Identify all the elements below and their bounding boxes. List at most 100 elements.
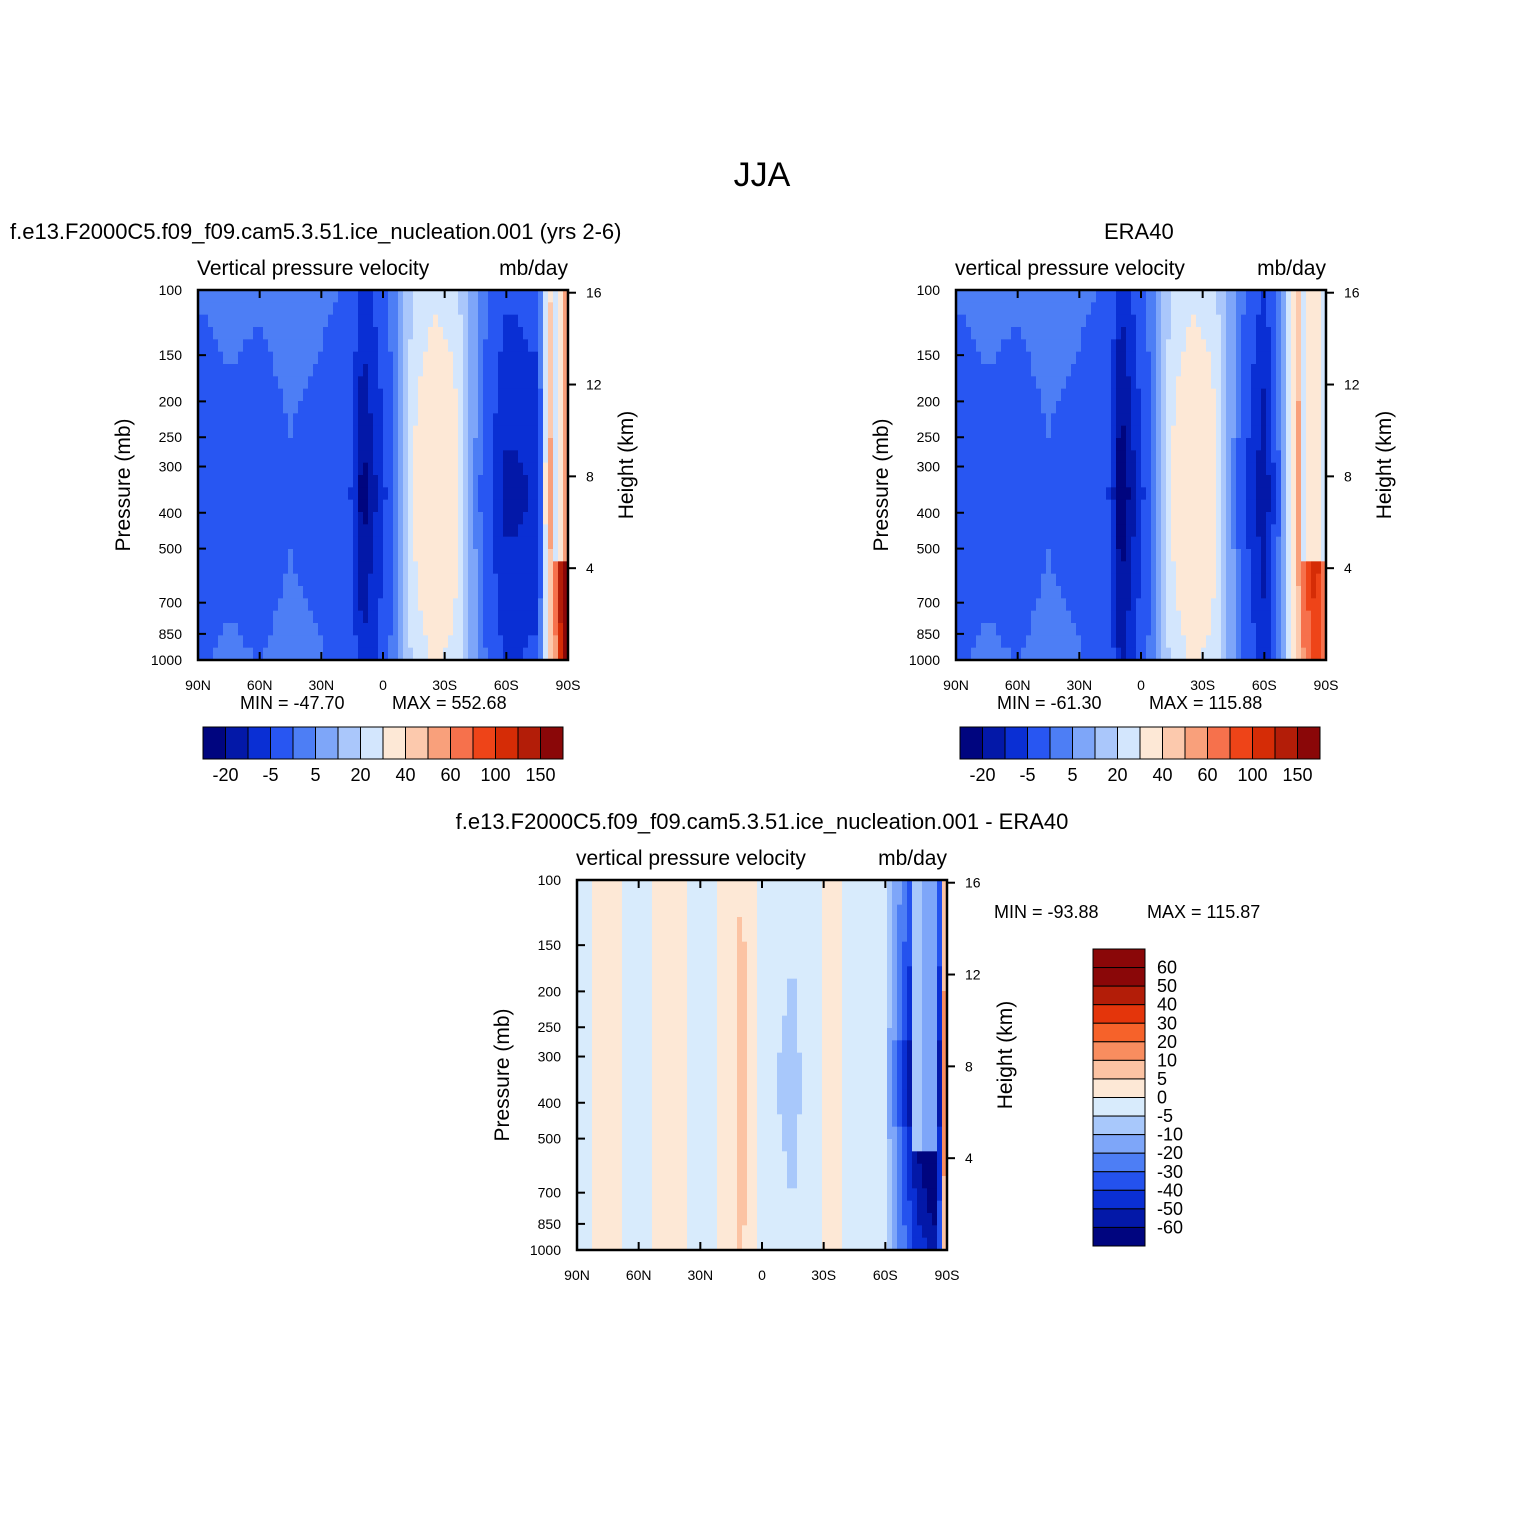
colorbar-label: -60	[1157, 1217, 1183, 1237]
colorbar-swatch	[405, 726, 429, 760]
y2-axis-title: Height (km)	[615, 411, 638, 520]
max-label: MAX = 115.87	[1147, 902, 1260, 922]
x-tick-label: 60N	[1005, 677, 1031, 693]
colorbar-swatch	[1117, 726, 1141, 760]
y-axis-title: Pressure (mb)	[112, 418, 135, 551]
x-tick-label: 60S	[1252, 677, 1277, 693]
x-tick-label: 30S	[1190, 677, 1215, 693]
colorbar-swatch	[1092, 1189, 1146, 1210]
colorbar-swatch	[1092, 1022, 1146, 1043]
x-tick-label: 30S	[432, 677, 457, 693]
colorbar-swatch	[315, 726, 339, 760]
colorbar-swatch	[1027, 726, 1051, 760]
min-label: MIN = -61.30	[997, 693, 1102, 713]
colorbar-label: 30	[1157, 1013, 1177, 1033]
y2-tick-label: 12	[965, 967, 981, 983]
y2-tick-label: 12	[1344, 377, 1360, 393]
colorbar-swatch	[1252, 726, 1276, 760]
colorbar-swatch	[1162, 726, 1186, 760]
colorbar-swatch	[1274, 726, 1298, 760]
x-tick-label: 90N	[185, 677, 211, 693]
y-axis-title: Pressure (mb)	[870, 418, 893, 551]
y2-tick-label: 4	[586, 560, 594, 576]
colorbar-label: 100	[480, 765, 510, 785]
x-tick-label: 60S	[873, 1267, 898, 1283]
colorbar-label: -50	[1157, 1199, 1183, 1219]
colorbar-swatch	[1072, 726, 1096, 760]
colorbar-swatch	[495, 726, 519, 760]
y2-tick-label: 16	[965, 875, 981, 891]
x-tick-label: 90N	[564, 1267, 590, 1283]
colorbar-label: -30	[1157, 1162, 1183, 1182]
colorbar-label: 20	[1107, 765, 1127, 785]
colorbar-swatch	[1229, 726, 1253, 760]
y2-tick-label: 12	[586, 377, 602, 393]
colorbar-swatch	[472, 726, 496, 760]
colorbar-swatch	[1094, 726, 1118, 760]
colorbar-swatch	[1092, 948, 1146, 969]
colorbar-swatch	[427, 726, 451, 760]
y-tick-label: 850	[159, 626, 183, 642]
colorbar-swatch	[1092, 1041, 1146, 1061]
y2-tick-label: 4	[965, 1150, 973, 1166]
x-tick-label: 0	[1137, 677, 1145, 693]
y-tick-label: 250	[159, 429, 183, 445]
max-label: MAX = 115.88	[1149, 693, 1262, 713]
y2-tick-label: 8	[1344, 468, 1352, 484]
y-tick-label: 500	[159, 541, 183, 557]
colorbar-swatch	[1092, 1171, 1146, 1191]
colorbar-label: -5	[262, 765, 278, 785]
colorbar-label: -20	[1157, 1143, 1183, 1163]
min-label: MIN = -47.70	[240, 693, 345, 713]
colorbar-label: 5	[1067, 765, 1077, 785]
colorbar-swatch	[1092, 1078, 1146, 1098]
panel-left-title: f.e13.F2000C5.f09_f09.cam5.3.51.ice_nucl…	[10, 219, 622, 244]
colorbar-swatch	[1092, 1208, 1146, 1228]
y2-axis-title: Height (km)	[994, 1001, 1017, 1110]
y-tick-label: 850	[917, 626, 941, 642]
colorbar-swatch	[202, 726, 226, 760]
units-label: mb/day	[1257, 257, 1326, 280]
colorbar-swatch	[1207, 726, 1231, 760]
colorbar-label: -5	[1019, 765, 1035, 785]
colorbar-label: 5	[310, 765, 320, 785]
colorbar-swatch	[982, 726, 1006, 760]
y-tick-label: 100	[917, 282, 941, 298]
field-plot	[198, 290, 568, 660]
y-tick-label: 100	[538, 872, 562, 888]
y-tick-label: 250	[917, 429, 941, 445]
colorbar-label: 10	[1157, 1050, 1177, 1070]
y-tick-label: 1000	[151, 652, 182, 668]
colorbar-swatch	[1092, 1115, 1146, 1136]
colorbar-swatch	[382, 726, 406, 760]
y-tick-label: 200	[159, 393, 183, 409]
colorbar-label: 20	[1157, 1032, 1177, 1052]
y-tick-label: 250	[538, 1019, 562, 1035]
colorbar-label: -20	[969, 765, 995, 785]
colorbar: -20 -5 5 20 40 60 100 150	[202, 726, 564, 785]
colorbar-label: 60	[1197, 765, 1217, 785]
y-tick-label: 100	[159, 282, 183, 298]
y2-tick-label: 16	[586, 285, 602, 301]
y-tick-label: 400	[917, 505, 941, 521]
colorbar-label: 150	[525, 765, 555, 785]
colorbar-swatch	[1139, 726, 1163, 760]
y-tick-label: 400	[538, 1095, 562, 1111]
colorbar-swatch	[1297, 726, 1321, 760]
colorbar-swatch	[1092, 1152, 1146, 1173]
y-tick-label: 1000	[530, 1242, 561, 1258]
colorbar-label: 40	[1157, 995, 1177, 1015]
field-plot	[577, 880, 947, 1250]
units-label: mb/day	[499, 257, 568, 280]
colorbar-swatch	[1184, 726, 1208, 760]
colorbar-swatch	[292, 726, 316, 760]
y-tick-label: 500	[917, 541, 941, 557]
variable-label: vertical pressure velocity	[955, 257, 1185, 280]
panel-1: vertical pressure velocity mb/day 100 150 20…	[870, 257, 1396, 785]
y2-tick-label: 16	[1344, 285, 1360, 301]
colorbar-swatch	[1092, 967, 1146, 987]
x-tick-label: 0	[758, 1267, 766, 1283]
panel-0: Vertical pressure velocity mb/day 100 150 20…	[112, 257, 638, 785]
